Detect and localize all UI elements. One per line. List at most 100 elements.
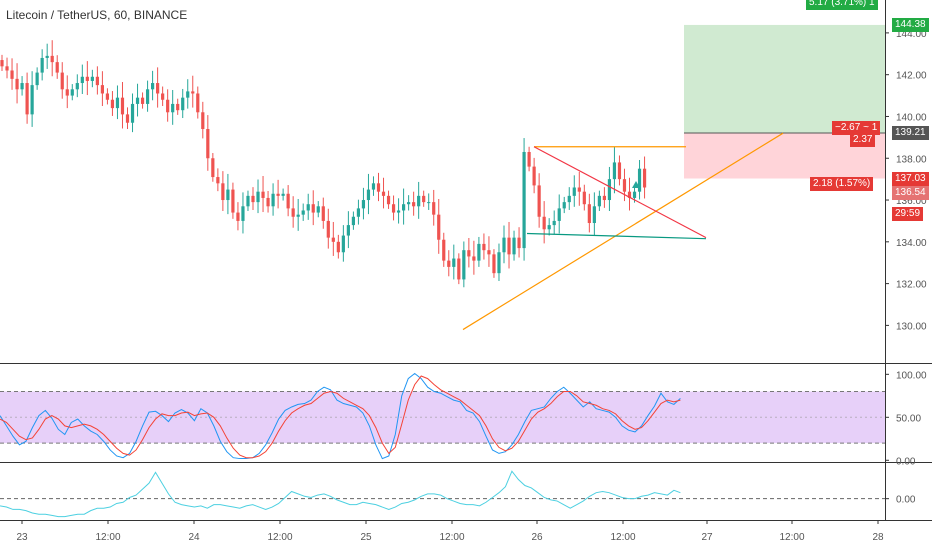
candle-body	[321, 206, 325, 221]
stoch-tick-label: 50.00	[896, 413, 921, 424]
price-tick-label: 132.00	[896, 280, 927, 291]
candle-body	[145, 89, 150, 104]
stoch-k-line	[0, 372, 681, 460]
candle-body	[316, 206, 320, 213]
candle-body	[140, 97, 145, 104]
candle-body	[391, 204, 396, 213]
candle-body	[542, 216, 546, 230]
candle-body	[577, 187, 581, 192]
candle-body	[191, 91, 195, 94]
position-tag-2: 2.37	[850, 133, 876, 147]
candle-body	[306, 204, 310, 211]
candle-body	[196, 93, 200, 113]
candle-body	[301, 210, 305, 215]
candle-body	[60, 72, 64, 90]
candle-body	[517, 237, 521, 249]
position-tag-1: −2.67 ~ 1	[832, 121, 881, 135]
candle-body	[532, 166, 536, 186]
target-zone	[684, 24, 885, 133]
candle-body	[356, 208, 361, 217]
candle-body	[326, 220, 330, 238]
time-tick-label: 26	[531, 532, 543, 543]
candle-body	[35, 72, 39, 86]
stoch-tick-label: 0.00	[896, 456, 916, 467]
candle-body	[487, 250, 491, 255]
time-tick-label: 12:00	[267, 532, 292, 543]
candle-body	[130, 103, 135, 123]
candle-body	[266, 197, 270, 207]
candle-body	[612, 162, 617, 180]
time-tick-label: 12:00	[610, 532, 635, 543]
candle-body	[627, 191, 632, 198]
candle-body	[522, 151, 526, 249]
candle-body	[447, 260, 451, 267]
stop-percent-tag: 2.18 (1.57%)	[810, 177, 874, 191]
candle-body	[261, 191, 265, 198]
candle-body	[592, 206, 596, 224]
candle-body	[396, 210, 401, 213]
stoch-d-line	[0, 375, 681, 459]
price-tick-label: 138.00	[896, 154, 927, 165]
candle-body	[110, 99, 115, 109]
time-tick-label: 27	[701, 532, 713, 543]
bid-price-label: 136.54	[892, 186, 929, 200]
target-percent-tag: 5.17 (3.71%) 1	[806, 0, 878, 10]
candle-body	[607, 179, 612, 201]
time-tick-label: 24	[188, 532, 200, 543]
candle-body	[271, 193, 275, 207]
candle-body	[366, 189, 371, 201]
candle-body	[85, 76, 89, 81]
time-tick-label: 23	[16, 532, 28, 543]
support-line	[526, 232, 707, 240]
price-tick-label: 136.00	[896, 196, 927, 207]
candle-body	[135, 97, 140, 104]
candle-body	[572, 187, 576, 196]
candle-body	[442, 239, 446, 261]
countdown-label: 29:59	[892, 207, 924, 221]
candle-body	[552, 220, 556, 226]
candle-body	[602, 195, 606, 201]
candle-body	[331, 237, 335, 242]
candle-body	[156, 83, 160, 94]
candle-body	[376, 183, 381, 192]
candle-body	[166, 99, 170, 113]
candle-body	[502, 237, 506, 253]
candle-body	[125, 114, 130, 123]
candle-body	[452, 258, 456, 267]
candle-body	[557, 208, 561, 221]
candle-body	[422, 195, 426, 203]
candle-body	[371, 183, 376, 190]
price-tick-label: 134.00	[896, 238, 927, 249]
candle-body	[437, 214, 441, 240]
candle-body	[527, 151, 531, 167]
candle-body	[427, 202, 431, 204]
candle-body	[412, 202, 416, 207]
candle-body	[507, 237, 511, 255]
candle-body	[547, 225, 551, 230]
live-price-label: 137.03	[892, 171, 929, 186]
candle-body	[497, 252, 501, 274]
candle-body	[351, 216, 355, 226]
candle-body	[346, 225, 350, 236]
candle-body	[417, 195, 421, 207]
candle-body	[20, 83, 24, 90]
price-tick-label: 140.00	[896, 112, 927, 123]
candle-body	[15, 78, 19, 90]
time-tick-label: 12:00	[779, 532, 804, 543]
signal-marker	[632, 181, 640, 188]
candle-body	[95, 76, 99, 86]
candle-body	[597, 195, 601, 207]
candle-body	[386, 195, 391, 205]
price-tick-label: 144.00	[896, 29, 927, 40]
candle-body	[75, 83, 79, 90]
time-tick-label: 12:00	[439, 532, 464, 543]
candle-body	[381, 191, 386, 196]
stoch-band	[0, 391, 885, 444]
candle-body	[432, 202, 436, 215]
candle-body	[120, 97, 125, 115]
candle-body	[30, 85, 34, 115]
chart-title: Litecoin / TetherUS, 60, BINANCE	[6, 8, 188, 22]
candle-body	[246, 195, 250, 207]
candle-body	[115, 97, 120, 109]
